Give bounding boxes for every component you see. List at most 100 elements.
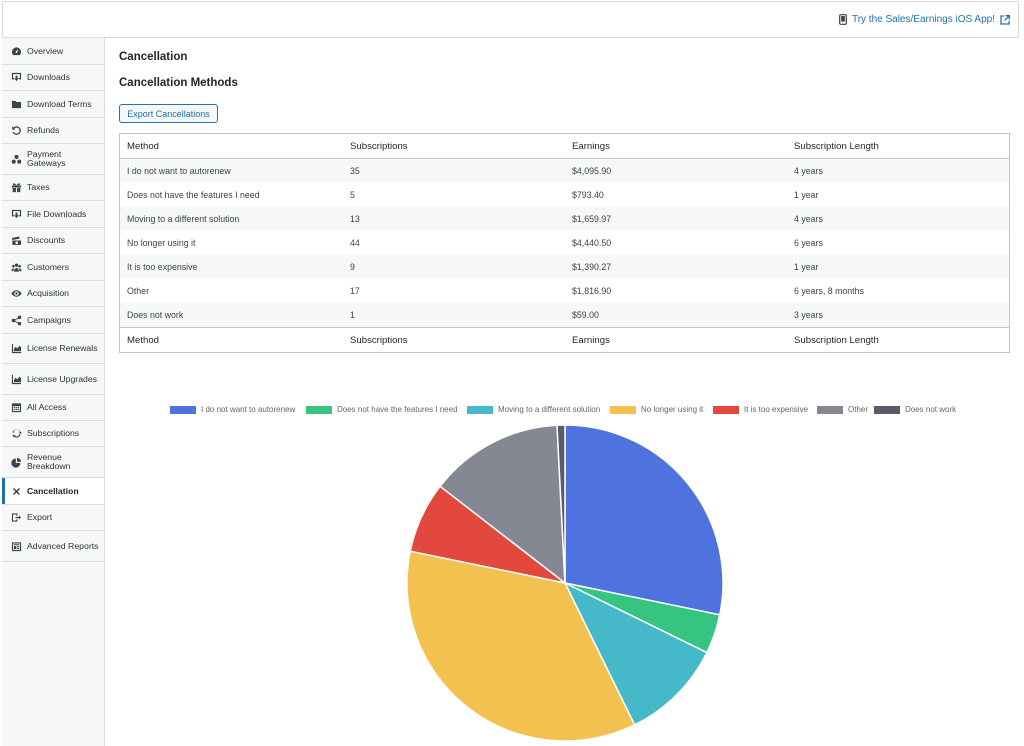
pie-slice-does-not-work[interactable] bbox=[556, 424, 566, 584]
method-cell: Moving to a different solution bbox=[119, 207, 343, 231]
column-header-earnings[interactable]: Earnings bbox=[565, 133, 787, 159]
sidebar-item-downloads[interactable]: Downloads bbox=[2, 65, 104, 91]
sidebar-item-refunds[interactable]: Refunds bbox=[2, 118, 104, 144]
subscriptions-cell: 17 bbox=[350, 286, 360, 296]
sidebar-item-label: Overview bbox=[27, 45, 64, 56]
earnings-cell: $793.40 bbox=[572, 190, 604, 200]
sidebar-item-label: Campaigns bbox=[27, 314, 71, 325]
column-header-subscriptions[interactable]: Subscriptions bbox=[343, 133, 565, 159]
legend-item-it-is-too-expensive[interactable]: It is too expensive bbox=[713, 405, 808, 414]
sidebar-item-all-access[interactable]: All Access bbox=[2, 395, 104, 421]
legend-item-i-do-not-want-to-autorenew[interactable]: I do not want to autorenew bbox=[170, 405, 295, 414]
export-cancellations-button[interactable]: Export Cancellations bbox=[119, 104, 218, 123]
earnings-cell: $4,095.90 bbox=[565, 158, 787, 183]
table-row: I do not want to autorenew 35 $4,095.90 4 y… bbox=[119, 158, 1010, 183]
sidebar-item-label: Discounts bbox=[27, 235, 66, 245]
legend-swatch bbox=[713, 405, 739, 414]
area-chart-icon bbox=[10, 373, 22, 385]
subscription-length-cell: 1 year bbox=[787, 255, 1010, 279]
pie-slice-moving-to-a-different-solution[interactable] bbox=[563, 581, 708, 726]
page-title: Cancellation bbox=[119, 51, 188, 63]
area-chart-icon bbox=[10, 343, 22, 355]
sidebar-item-label: Cancellation bbox=[27, 485, 79, 496]
sidebar-item-revenue-breakdown[interactable]: Revenue Breakdown bbox=[2, 447, 104, 478]
column-footer-earnings: Earnings bbox=[565, 327, 787, 353]
sidebar-item-payment-gateways[interactable]: Payment Gateways bbox=[2, 144, 104, 175]
legend-label: Other bbox=[848, 405, 869, 414]
sidebar-item-discounts[interactable]: Discounts bbox=[2, 228, 104, 254]
legend-item-other[interactable]: Other bbox=[817, 405, 868, 414]
close-icon bbox=[10, 485, 22, 497]
sidebar-item-campaigns[interactable]: Campaigns bbox=[2, 307, 104, 334]
pie-slice-no-longer-using-it[interactable] bbox=[406, 550, 636, 742]
earnings-cell: $4,440.50 bbox=[572, 238, 612, 248]
sidebar-item-subscriptions[interactable]: Subscriptions bbox=[2, 421, 104, 447]
legend-swatch bbox=[467, 405, 493, 414]
sidebar-item-label: Advanced Reports bbox=[27, 540, 99, 551]
legend-swatch bbox=[170, 405, 196, 414]
table-row: Does not have the features I need 5 $793.4… bbox=[120, 183, 1010, 207]
column-header-method[interactable]: Method bbox=[119, 133, 343, 159]
sidebar-item-customers[interactable]: Customers bbox=[2, 254, 104, 281]
earnings-cell: $1,816.90 bbox=[572, 286, 612, 296]
table-row: It is too expensive 9 $1,390.27 1 year bbox=[119, 255, 1010, 279]
phone-icon bbox=[839, 14, 847, 25]
column-footer-subscriptions: Subscriptions bbox=[343, 327, 565, 353]
sidebar-item-label: Refunds bbox=[27, 125, 60, 135]
legend-swatch bbox=[817, 405, 843, 414]
legend-item-does-not-have-the-features-i-need[interactable]: Does not have the features I need bbox=[306, 405, 458, 414]
table-header-row: Method Subscriptions Earnings Subscripti… bbox=[119, 133, 1010, 159]
sidebar-item-taxes[interactable]: Taxes bbox=[2, 175, 104, 201]
users-icon bbox=[10, 261, 22, 273]
table-row: Other 17 $1,816.90 6 years, 8 months bbox=[120, 279, 1010, 303]
sidebar-item-label: Acquisition bbox=[27, 288, 70, 298]
subscriptions-cell: 13 bbox=[343, 207, 565, 231]
visibility-icon bbox=[10, 288, 22, 300]
earnings-cell: $1,659.97 bbox=[565, 207, 787, 231]
gift-icon bbox=[10, 182, 22, 194]
legend-item-no-longer-using-it[interactable]: No longer using it bbox=[610, 405, 703, 414]
legend-label: No longer using it bbox=[641, 405, 704, 414]
subscription-length-cell: 4 years bbox=[787, 207, 1010, 231]
pie-slice-other[interactable] bbox=[439, 424, 566, 585]
sidebar-item-cancellation[interactable]: Cancellation bbox=[2, 478, 104, 505]
dashboard-icon bbox=[10, 45, 22, 57]
method-cell: Does not work bbox=[119, 303, 343, 328]
money-icon bbox=[10, 235, 22, 247]
cancellation-methods-table: Method Subscriptions Earnings Subscripti… bbox=[119, 133, 1010, 353]
sidebar-item-advanced-reports[interactable]: Advanced Reports bbox=[2, 531, 104, 562]
sidebar-item-label: All Access bbox=[27, 402, 67, 412]
subscription-length-cell: 1 year bbox=[794, 190, 819, 200]
chart-legend: I do not want to autorenew Does not have … bbox=[106, 405, 1024, 417]
subscriptions-cell: 5 bbox=[350, 190, 355, 200]
sidebar-item-license-renewals[interactable]: License Renewals bbox=[2, 334, 104, 364]
sidebar-item-file-downloads[interactable]: File Downloads bbox=[2, 201, 104, 228]
folder-icon bbox=[10, 98, 22, 110]
sidebar-item-label: Downloads bbox=[27, 72, 70, 82]
pie-slice-i-do-not-want-to-autorenew[interactable] bbox=[564, 424, 724, 616]
table-row: No longer using it 44 $4,440.50 6 years bbox=[120, 231, 1010, 255]
sidebar-item-label: License Renewals bbox=[27, 343, 98, 353]
sidebar-item-acquisition[interactable]: Acquisition bbox=[2, 281, 104, 307]
sidebar-item-download-terms[interactable]: Download Terms bbox=[2, 91, 104, 118]
legend-label: Moving to a different solution bbox=[498, 405, 601, 414]
column-header-subscription-length[interactable]: Subscription Length bbox=[787, 133, 1010, 159]
sidebar-item-label: Download Terms bbox=[27, 98, 92, 109]
subscriptions-cell: 1 bbox=[343, 303, 565, 328]
reports-sidebar: Overview Downloads Download Terms Refunds Pa… bbox=[2, 38, 105, 746]
cancellation-pie-chart bbox=[406, 424, 724, 742]
table-body: I do not want to autorenew 35 $4,095.90 4 y… bbox=[119, 158, 1010, 328]
ios-app-link[interactable]: Try the Sales/Earnings iOS App! bbox=[839, 14, 1010, 25]
sidebar-item-export[interactable]: Export bbox=[2, 505, 104, 531]
earnings-cell: $1,390.27 bbox=[565, 255, 787, 279]
update-icon bbox=[10, 428, 22, 440]
sidebar-item-label: License Upgrades bbox=[27, 373, 98, 384]
legend-swatch bbox=[306, 405, 332, 414]
sidebar-item-license-upgrades[interactable]: License Upgrades bbox=[2, 364, 104, 395]
sidebar-item-overview[interactable]: Overview bbox=[2, 38, 104, 65]
table-row: Moving to a different solution 13 $1,659.9… bbox=[119, 207, 1010, 231]
legend-item-moving-to-a-different-solution[interactable]: Moving to a different solution bbox=[467, 405, 600, 414]
subscription-length-cell: 3 years bbox=[787, 303, 1010, 328]
legend-item-does-not-work[interactable]: Does not work bbox=[874, 405, 956, 414]
legend-label: Does not have the features I need bbox=[337, 405, 458, 414]
